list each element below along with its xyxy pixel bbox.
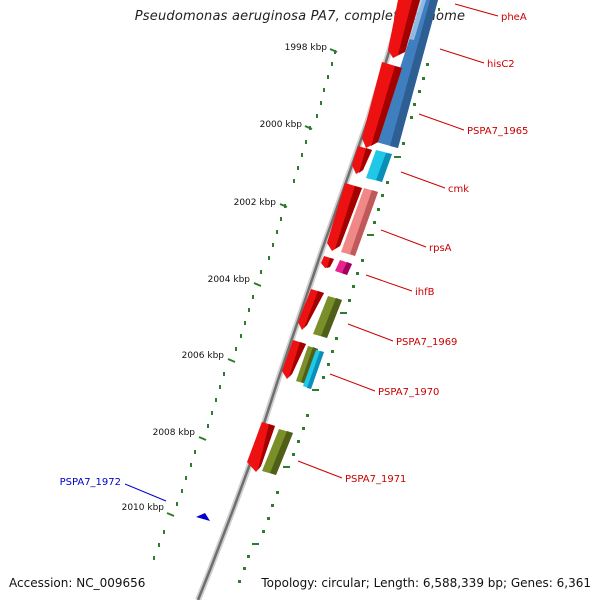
leader-ihfB	[365, 274, 413, 292]
scale-label-1998: 1998 kbp	[285, 43, 328, 53]
magenta-feature-ihfB	[335, 260, 352, 275]
gene-label-ihfB[interactable]: ihfB	[415, 287, 435, 298]
leader-rpsA	[380, 229, 427, 248]
gene-PSPA7-1971	[247, 422, 275, 472]
pink-feature-rpsA	[341, 188, 378, 256]
gene-label-PSPA7-1965[interactable]: PSPA7_1965	[467, 126, 528, 137]
leader-pheA	[454, 3, 499, 17]
leader-PSPA7-1970	[329, 373, 376, 392]
leader-cmk	[400, 171, 446, 189]
leader-PSPA7-1969	[347, 323, 394, 342]
cyan-feature-1970	[303, 350, 324, 389]
tick-2010	[166, 512, 175, 517]
scale-label-2010: 2010 kbp	[122, 503, 165, 513]
gene-label-PSPA7-1970[interactable]: PSPA7_1970	[378, 387, 439, 398]
genome-title: Pseudomonas aeruginosa PA7, complete gen…	[134, 9, 466, 24]
olive-feature-1971	[262, 429, 293, 475]
gene-PSPA7-1965	[362, 62, 402, 148]
leader-PSPA7-1971	[297, 460, 343, 479]
gene-ihfB	[321, 256, 334, 268]
leader-hisC2	[439, 48, 485, 64]
gene-label-cmk[interactable]: cmk	[448, 184, 469, 195]
scale-label-2002: 2002 kbp	[234, 198, 277, 208]
tick-2006	[227, 358, 236, 363]
genome-summary: Topology: circular; Length: 6,588,339 bp…	[261, 576, 591, 590]
gene-PSPA7-1970	[282, 340, 306, 379]
gene-label-PSPA7-1971[interactable]: PSPA7_1971	[345, 474, 406, 485]
olive-feature-1969	[313, 296, 342, 338]
gene-label-PSPA7-1969[interactable]: PSPA7_1969	[396, 337, 457, 348]
gene-PSPA7-1969	[298, 289, 324, 330]
major-ticks	[166, 48, 338, 517]
scale-label-2006: 2006 kbp	[182, 351, 225, 361]
gene-pheA-hisC2	[388, 0, 420, 58]
accession-label: Accession: NC_009656	[9, 576, 146, 590]
scale-label-2008: 2008 kbp	[153, 428, 196, 438]
tick-2004	[253, 282, 262, 287]
gene-label-pheA[interactable]: pheA	[501, 12, 527, 23]
gene-label-hisC2[interactable]: hisC2	[487, 59, 515, 70]
gene-cmk	[352, 146, 372, 174]
gene-rpsA	[327, 183, 362, 251]
tick-2002	[279, 203, 288, 208]
tick-2008	[198, 436, 207, 441]
outer-tick-track	[238, 8, 440, 583]
genome-backbone	[195, 0, 408, 600]
tick-1998	[329, 48, 338, 53]
gene-PSPA7-1972-arrow	[196, 513, 210, 521]
cyan-feature-cmk	[366, 150, 392, 182]
tick-2000	[304, 125, 313, 130]
leader-PSPA7-1965	[418, 113, 465, 131]
genome-backbone-core	[196, 0, 407, 600]
scale-label-2004: 2004 kbp	[208, 275, 251, 285]
scale-label-2000: 2000 kbp	[260, 120, 303, 130]
gene-label-PSPA7-1972[interactable]: PSPA7_1972	[60, 477, 121, 488]
leader-PSPA7-1972	[124, 483, 167, 502]
gene-label-rpsA[interactable]: rpsA	[429, 243, 452, 254]
